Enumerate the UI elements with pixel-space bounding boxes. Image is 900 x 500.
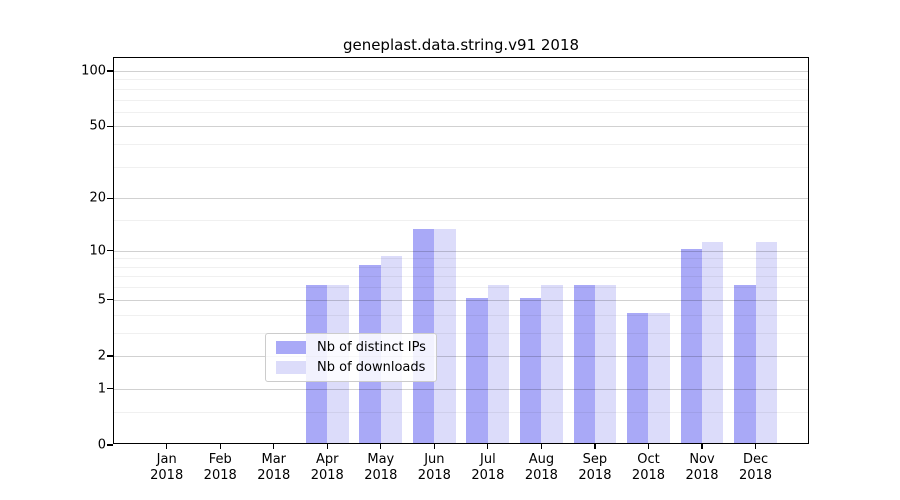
legend-label-downloads: Nb of downloads <box>317 360 426 375</box>
y-tick-label-2: 2 <box>97 348 106 364</box>
x-tick-label-oct: Oct 2018 <box>631 452 666 483</box>
bar-downloads-sep <box>594 285 617 443</box>
y-tick-mark-10 <box>107 250 113 252</box>
y-tick-mark-1 <box>107 388 113 390</box>
y-tick-mark-50 <box>107 125 113 127</box>
x-tick-label-jun: Jun 2018 <box>417 452 451 483</box>
y-tick-mark-0 <box>107 444 113 446</box>
bar-ips-aug <box>519 297 542 443</box>
x-tick-label-sep: Sep 2018 <box>578 452 612 483</box>
plot-area: 0 1 2 5 10 20 50 100 Jan 2018 Feb 2018 Mar 2018 Apr 201… <box>81 57 809 483</box>
bar-downloads-nov <box>702 241 724 443</box>
x-tick-mark-jan <box>166 443 168 449</box>
x-tick-label-mar: Mar 2018 <box>257 452 291 483</box>
chart-title: geneplast.data.string.v91 2018 <box>342 36 580 54</box>
bar-ips-oct <box>627 312 649 443</box>
bar-downloads-jul <box>487 285 510 443</box>
x-tick-mark-feb <box>219 443 221 449</box>
bar-downloads-oct <box>648 312 670 443</box>
y-tick-mark-5 <box>107 299 113 301</box>
x-tick-label-jul: Jul 2018 <box>471 452 505 483</box>
legend: Nb of distinct IPs Nb of downloads <box>265 333 437 382</box>
x-tick-mark-aug <box>540 443 542 449</box>
x-tick-label-feb: Feb 2018 <box>203 452 237 483</box>
bar-downloads-jun <box>434 229 456 443</box>
bar-ips-nov <box>680 248 702 443</box>
legend-label-distinct-ips: Nb of distinct IPs <box>317 340 426 355</box>
y-tick-mark-2 <box>107 355 113 357</box>
bar-ips-dec <box>734 285 756 443</box>
x-tick-mark-jun <box>433 443 435 449</box>
y-tick-label-50: 50 <box>89 118 106 134</box>
y-tick-label-0: 0 <box>97 437 106 453</box>
x-tick-mark-apr <box>326 443 328 449</box>
x-tick-mark-nov <box>701 443 703 449</box>
y-tick-label-10: 10 <box>89 243 106 259</box>
x-tick-mark-dec <box>754 443 757 449</box>
bar-downloads-dec <box>755 241 777 443</box>
x-tick-label-apr: Apr 2018 <box>310 452 344 483</box>
legend-swatch-distinct-ips <box>276 341 306 354</box>
x-tick-label-aug: Aug 2018 <box>524 452 558 483</box>
x-tick-mark-may <box>380 443 382 449</box>
legend-item-downloads: Nb of downloads <box>276 360 426 375</box>
y-tick-mark-20 <box>107 197 113 199</box>
x-tick-label-may: May 2018 <box>364 452 398 483</box>
x-tick-mark-oct <box>647 443 650 449</box>
legend-item-distinct-ips: Nb of distinct IPs <box>276 340 426 355</box>
x-tick-mark-jul <box>487 443 489 449</box>
bars-layer <box>114 58 808 443</box>
x-tick-label-nov: Nov 2018 <box>685 452 719 483</box>
x-tick-label-jan: Jan 2018 <box>150 452 184 483</box>
x-tick-mark-mar <box>273 443 275 449</box>
bar-ips-jul <box>466 297 488 443</box>
y-tick-label-1: 1 <box>97 381 106 397</box>
bar-downloads-aug <box>541 285 563 443</box>
y-tick-mark-100 <box>107 70 113 72</box>
bar-ips-sep <box>573 285 595 443</box>
y-tick-label-20: 20 <box>89 190 106 206</box>
legend-swatch-downloads <box>276 361 306 374</box>
x-tick-mark-sep <box>594 443 596 449</box>
y-tick-label-100: 100 <box>81 63 106 79</box>
x-tick-label-dec: Dec 2018 <box>738 452 773 483</box>
y-tick-label-5: 5 <box>97 292 106 308</box>
